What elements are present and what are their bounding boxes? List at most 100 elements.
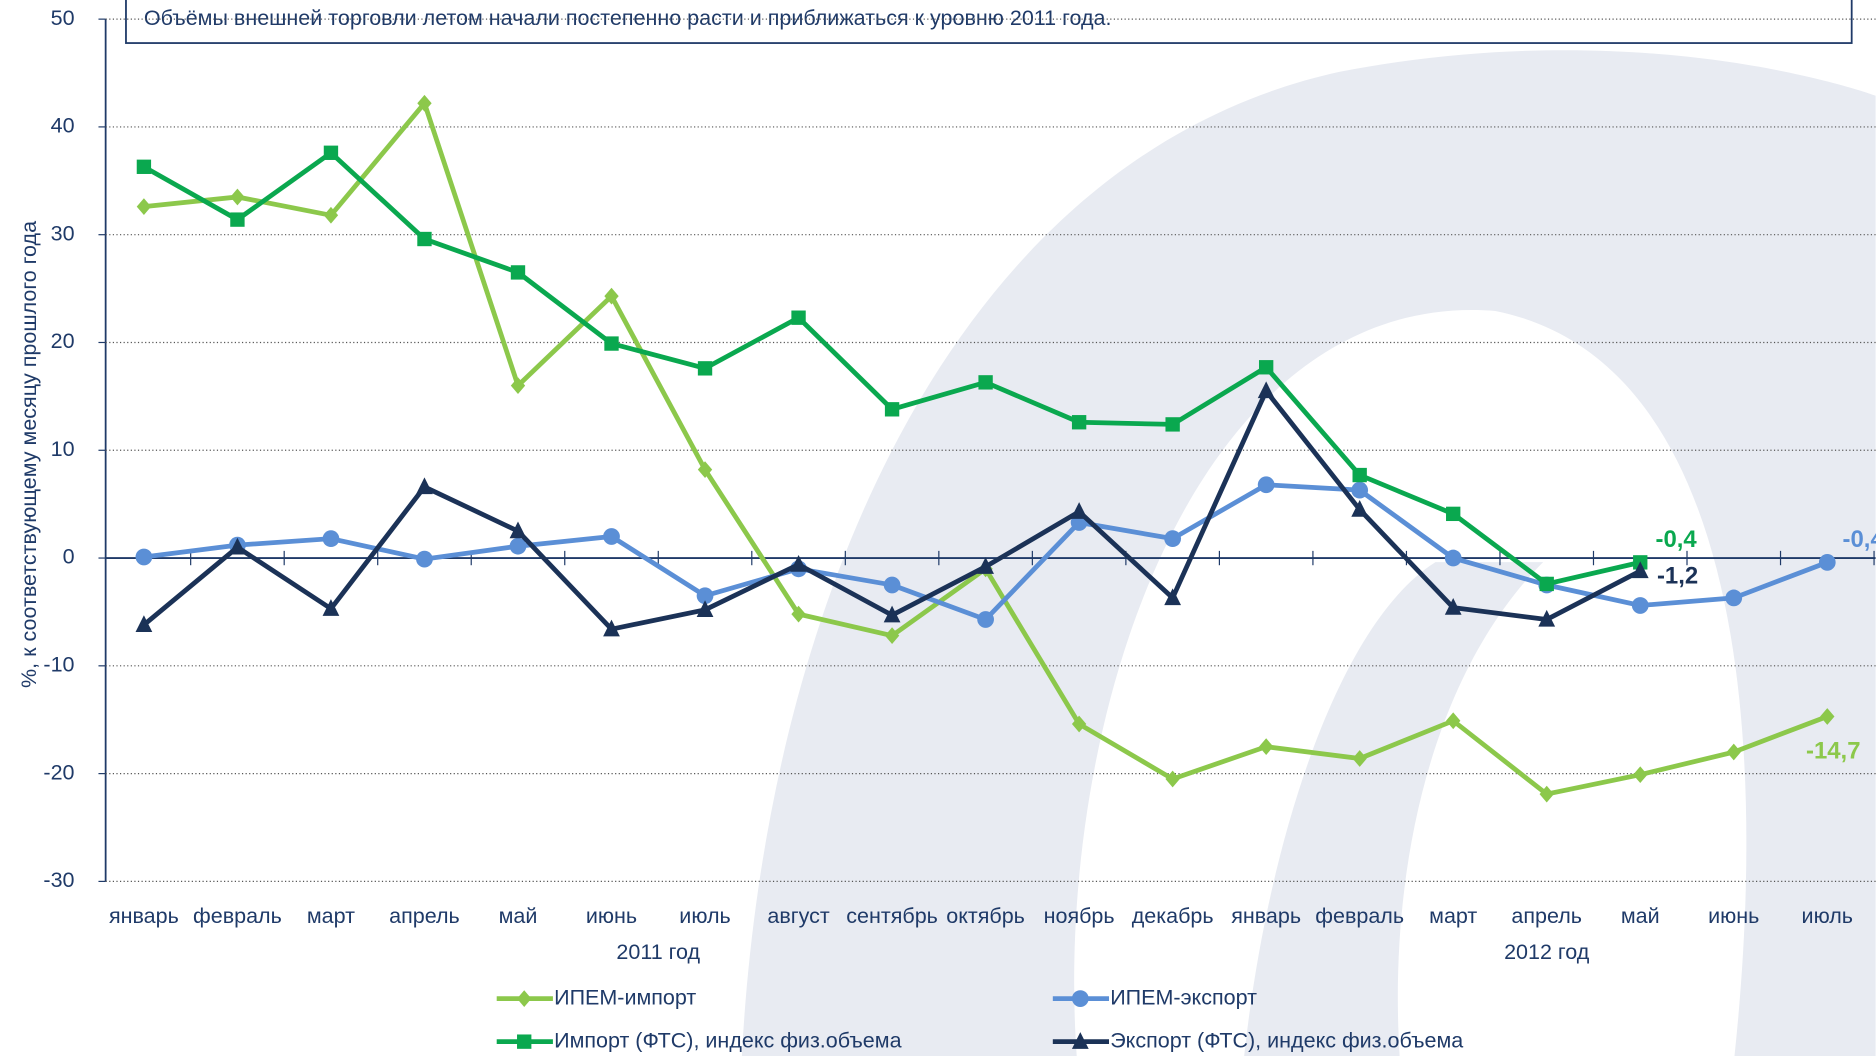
y-tick-label: -30 bbox=[43, 868, 74, 892]
y-tick-label: 10 bbox=[51, 437, 75, 461]
marker bbox=[1258, 360, 1274, 375]
marker bbox=[510, 265, 526, 280]
legend-item: Импорт (ФТС), индекс физ.объема bbox=[496, 1028, 902, 1052]
marker bbox=[883, 576, 901, 594]
marker bbox=[977, 611, 994, 628]
x-tick-label: апрель bbox=[1511, 904, 1582, 928]
x-tick-label: январь bbox=[109, 904, 179, 928]
x-tick-label: июль bbox=[679, 904, 730, 928]
marker bbox=[1539, 576, 1554, 592]
x-tick-label: май bbox=[1621, 904, 1660, 928]
data-label: -1,2 bbox=[1657, 562, 1698, 589]
marker bbox=[416, 550, 433, 568]
marker bbox=[697, 461, 713, 479]
marker bbox=[1165, 417, 1180, 432]
legend-label: Экспорт (ФТС), индекс физ.объема bbox=[1110, 1028, 1463, 1052]
marker bbox=[1164, 588, 1182, 606]
marker bbox=[136, 159, 152, 174]
marker bbox=[1071, 715, 1087, 733]
legend-item: ИПЕМ-экспорт bbox=[1052, 985, 1257, 1009]
marker bbox=[1257, 381, 1275, 399]
x-group-label: 2012 год bbox=[1504, 940, 1590, 964]
x-tick-label: февраль bbox=[1315, 904, 1404, 928]
data-label: -14,7 bbox=[1806, 738, 1861, 765]
marker bbox=[417, 94, 432, 112]
y-tick-label: 20 bbox=[51, 329, 75, 353]
marker bbox=[696, 587, 714, 605]
y-tick-label: -20 bbox=[43, 760, 74, 784]
marker bbox=[1539, 785, 1554, 803]
marker bbox=[604, 336, 619, 351]
marker bbox=[1631, 561, 1649, 579]
marker bbox=[1725, 589, 1743, 607]
marker bbox=[1257, 476, 1275, 494]
marker bbox=[603, 619, 620, 637]
marker bbox=[1444, 549, 1462, 567]
marker bbox=[1633, 766, 1648, 784]
marker bbox=[791, 310, 806, 325]
data-label: -0,4 bbox=[1843, 526, 1876, 553]
x-tick-label: июнь bbox=[586, 904, 637, 928]
marker bbox=[1351, 481, 1369, 499]
x-tick-label: сентябрь bbox=[846, 904, 938, 928]
y-tick-label: 0 bbox=[63, 545, 75, 569]
x-tick-label: июнь bbox=[1708, 904, 1759, 928]
marker bbox=[696, 600, 714, 617]
x-tick-label: октябрь bbox=[946, 904, 1025, 928]
legend-label: ИПЕМ-импорт bbox=[554, 985, 696, 1009]
marker bbox=[1446, 712, 1461, 730]
marker bbox=[323, 206, 339, 224]
x-tick-label: август bbox=[767, 904, 830, 928]
marker bbox=[1818, 553, 1836, 571]
marker bbox=[322, 530, 340, 548]
marker bbox=[1446, 506, 1461, 522]
x-tick-label: апрель bbox=[389, 904, 460, 928]
marker bbox=[1351, 499, 1369, 517]
marker bbox=[1258, 738, 1274, 756]
marker bbox=[517, 990, 532, 1007]
marker bbox=[417, 231, 432, 247]
marker bbox=[1352, 467, 1367, 483]
legend-label: Импорт (ФТС), индекс физ.объема bbox=[554, 1028, 901, 1052]
marker bbox=[1538, 609, 1556, 627]
y-axis-label: %, к соответствующему месяцу прошлого го… bbox=[17, 221, 41, 688]
x-tick-label: декабрь bbox=[1132, 904, 1214, 928]
annotation-box bbox=[125, 0, 1853, 44]
marker bbox=[509, 521, 527, 539]
x-tick-label: март bbox=[307, 904, 355, 928]
marker bbox=[230, 188, 245, 206]
marker bbox=[1444, 598, 1462, 615]
marker bbox=[510, 377, 526, 394]
y-tick-label: 30 bbox=[51, 221, 75, 245]
x-tick-label: март bbox=[1429, 904, 1477, 928]
y-tick-label: 50 bbox=[51, 6, 75, 30]
marker bbox=[1164, 530, 1182, 548]
marker bbox=[791, 605, 806, 623]
marker bbox=[135, 548, 153, 566]
y-tick-label: -10 bbox=[43, 653, 74, 677]
marker bbox=[323, 145, 339, 160]
marker bbox=[884, 402, 900, 417]
marker bbox=[1071, 1032, 1089, 1049]
marker bbox=[884, 627, 900, 645]
marker bbox=[1631, 597, 1649, 614]
marker bbox=[977, 557, 994, 574]
marker bbox=[1352, 750, 1367, 767]
annotation: Объёмы внешней торговли летом начали пос… bbox=[144, 6, 1112, 30]
marker bbox=[790, 554, 807, 572]
x-tick-label: ноябрь bbox=[1044, 904, 1115, 928]
legend-item: ИПЕМ-импорт bbox=[496, 985, 696, 1009]
marker bbox=[230, 212, 245, 227]
marker bbox=[603, 528, 620, 545]
marker bbox=[978, 375, 993, 390]
x-group-label: 2011 год bbox=[616, 940, 700, 964]
marker bbox=[322, 599, 340, 616]
marker bbox=[229, 537, 246, 555]
marker bbox=[416, 477, 433, 495]
data-label: -0,4 bbox=[1656, 526, 1698, 553]
marker bbox=[1070, 502, 1088, 519]
background-logo bbox=[741, 50, 1876, 1056]
x-tick-label: февраль bbox=[193, 904, 282, 928]
marker bbox=[1071, 415, 1087, 430]
